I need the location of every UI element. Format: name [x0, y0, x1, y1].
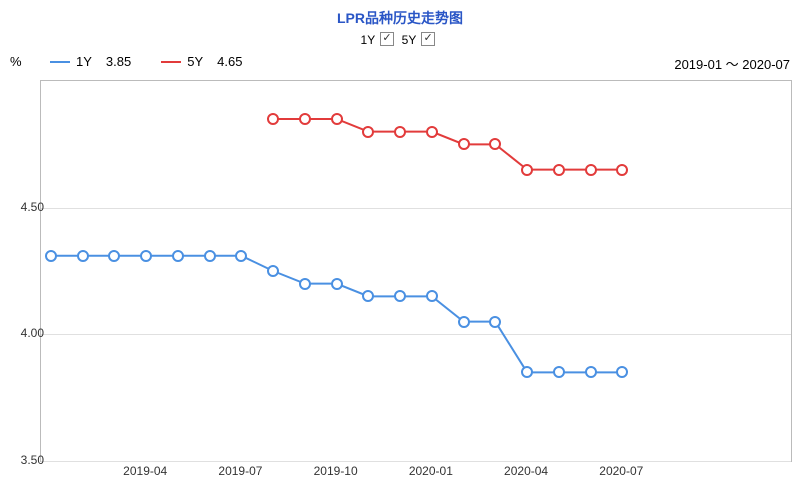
toggle-1y-checkbox[interactable] — [380, 32, 394, 46]
y-unit-label: % — [10, 54, 22, 69]
data-point-1Y[interactable] — [553, 366, 565, 378]
data-point-1Y[interactable] — [77, 250, 89, 262]
data-point-5Y[interactable] — [458, 138, 470, 150]
x-tick-label: 2020-07 — [599, 464, 643, 478]
line-layer — [41, 81, 791, 461]
legend-swatch-icon — [50, 61, 70, 63]
data-point-5Y[interactable] — [585, 164, 597, 176]
data-point-1Y[interactable] — [585, 366, 597, 378]
data-point-1Y[interactable] — [172, 250, 184, 262]
legend-name: 5Y — [187, 54, 203, 69]
data-point-1Y[interactable] — [45, 250, 57, 262]
data-point-1Y[interactable] — [394, 290, 406, 302]
chart-container: LPR品种历史走势图 1Y 5Y % 1Y 3.85 5Y 4.65 2019-01 … — [0, 0, 800, 504]
x-tick-label: 2019-10 — [314, 464, 358, 478]
data-point-1Y[interactable] — [616, 366, 628, 378]
data-point-5Y[interactable] — [394, 126, 406, 138]
chart-title: LPR品种历史走势图 — [0, 0, 800, 28]
data-point-1Y[interactable] — [108, 250, 120, 262]
data-point-1Y[interactable] — [331, 278, 343, 290]
data-point-5Y[interactable] — [331, 113, 343, 125]
data-point-1Y[interactable] — [489, 316, 501, 328]
x-tick-label: 2020-01 — [409, 464, 453, 478]
date-range: 2019-01 ～ 2020-07 — [674, 54, 790, 73]
gridline-y — [41, 461, 791, 462]
series-line-5Y — [273, 119, 622, 170]
data-point-5Y[interactable] — [553, 164, 565, 176]
plot-area — [40, 80, 792, 462]
legend-value: 4.65 — [217, 54, 242, 69]
legend-item-1Y: 1Y 3.85 — [50, 54, 131, 69]
data-point-1Y[interactable] — [521, 366, 533, 378]
data-point-1Y[interactable] — [204, 250, 216, 262]
data-point-1Y[interactable] — [299, 278, 311, 290]
toggle-5y-label: 5Y — [402, 33, 416, 47]
x-tick-label: 2019-07 — [218, 464, 262, 478]
series-line-1Y — [51, 256, 622, 373]
data-point-5Y[interactable] — [616, 164, 628, 176]
data-point-1Y[interactable] — [426, 290, 438, 302]
x-tick-label: 2020-04 — [504, 464, 548, 478]
toggle-1y-label: 1Y — [361, 33, 375, 47]
data-point-5Y[interactable] — [299, 113, 311, 125]
toggle-5y-checkbox[interactable] — [421, 32, 435, 46]
series-toggles: 1Y 5Y — [0, 30, 800, 47]
data-point-1Y[interactable] — [140, 250, 152, 262]
data-point-1Y[interactable] — [458, 316, 470, 328]
legend-value: 3.85 — [106, 54, 131, 69]
x-tick-label: 2019-04 — [123, 464, 167, 478]
data-point-5Y[interactable] — [489, 138, 501, 150]
data-point-5Y[interactable] — [267, 113, 279, 125]
data-point-5Y[interactable] — [426, 126, 438, 138]
legend-name: 1Y — [76, 54, 92, 69]
data-point-5Y[interactable] — [362, 126, 374, 138]
legend-swatch-icon — [161, 61, 181, 63]
data-point-1Y[interactable] — [362, 290, 374, 302]
data-point-5Y[interactable] — [521, 164, 533, 176]
legend-item-5Y: 5Y 4.65 — [161, 54, 242, 69]
data-point-1Y[interactable] — [235, 250, 247, 262]
data-point-1Y[interactable] — [267, 265, 279, 277]
